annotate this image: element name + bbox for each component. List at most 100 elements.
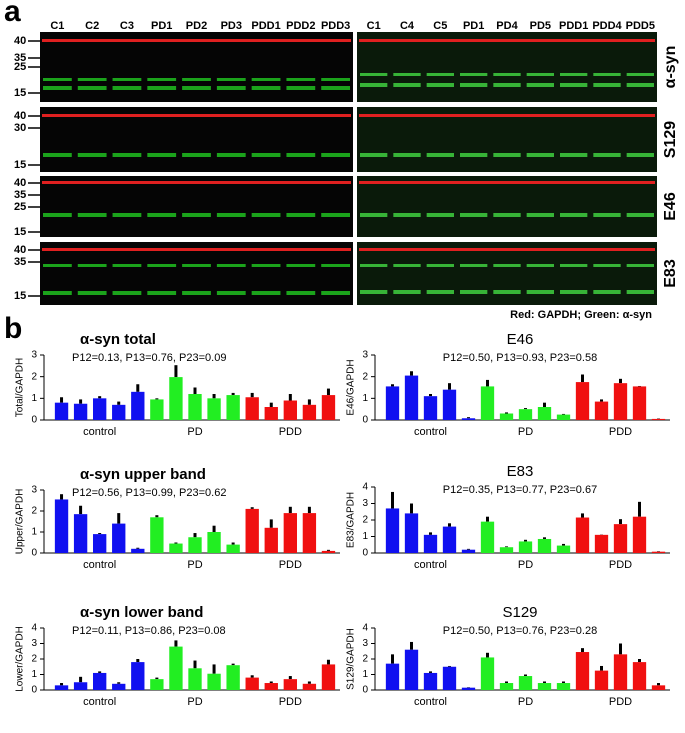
syn-band xyxy=(526,290,554,294)
syn-band xyxy=(626,83,654,87)
y-axis-label: E46/GAPDH xyxy=(346,359,357,415)
syn-band xyxy=(526,213,554,217)
bar xyxy=(283,400,298,420)
error-bar xyxy=(136,659,140,663)
lane-label: C1 xyxy=(50,20,64,32)
syn-band xyxy=(77,213,107,217)
group-label: control xyxy=(83,559,116,571)
p-values: P12=0.50, P13=0.93, P23=0.58 xyxy=(443,352,597,364)
bar xyxy=(112,683,126,690)
blot-caption: Red: GAPDH; Green: α-syn xyxy=(510,309,652,321)
syn-band xyxy=(77,291,107,295)
antibody-label: E46 xyxy=(662,192,679,221)
lane-label: PD5 xyxy=(530,20,551,32)
bar xyxy=(404,649,419,690)
bar xyxy=(613,524,628,553)
syn-band xyxy=(112,213,142,217)
mw-marker: 25 xyxy=(14,201,26,213)
lane-label: PDD1 xyxy=(559,20,588,32)
y-tick-label: 3 xyxy=(31,638,37,649)
mw-marker: 35 xyxy=(14,52,26,64)
lane-label: PDD3 xyxy=(321,20,350,32)
bar xyxy=(613,654,628,690)
syn-band xyxy=(147,86,177,90)
syn-band xyxy=(526,83,554,87)
blot-image xyxy=(40,32,353,102)
gapdh-band xyxy=(42,39,351,42)
bar xyxy=(461,418,476,420)
bar xyxy=(442,389,457,420)
error-bar xyxy=(638,501,641,517)
y-tick-label: 3 xyxy=(362,498,368,509)
bar xyxy=(283,679,298,690)
bar xyxy=(112,523,126,553)
bar xyxy=(518,409,533,420)
group-label: PDD xyxy=(279,559,302,571)
error-bar xyxy=(600,399,603,402)
error-bar xyxy=(174,542,178,544)
lane-label: PD1 xyxy=(151,20,172,32)
lane-label: PDD1 xyxy=(251,20,280,32)
panel-label: a xyxy=(4,0,21,28)
error-bar xyxy=(155,398,159,400)
error-bar xyxy=(562,681,565,684)
bar xyxy=(264,407,278,420)
syn-band xyxy=(216,153,246,157)
error-bar xyxy=(505,681,508,684)
y-tick-label: 2 xyxy=(31,654,37,665)
syn-band xyxy=(112,153,142,157)
bar xyxy=(264,683,278,690)
syn-band xyxy=(43,264,72,267)
syn-band xyxy=(112,78,142,81)
syn-band xyxy=(77,86,107,90)
error-bar xyxy=(524,408,527,410)
error-bar xyxy=(581,374,584,383)
bar xyxy=(423,534,438,553)
blot-image xyxy=(357,242,657,305)
chart-title: α-syn upper band xyxy=(80,466,206,483)
error-bar xyxy=(486,379,489,387)
bar xyxy=(245,677,259,690)
syn-band xyxy=(43,213,72,217)
bar xyxy=(54,499,69,553)
mw-marker: 40 xyxy=(14,35,26,47)
error-bar xyxy=(231,392,235,396)
syn-band xyxy=(360,83,388,87)
bar xyxy=(54,402,69,420)
blot-image xyxy=(40,176,353,237)
syn-band xyxy=(460,290,488,294)
bar xyxy=(188,537,202,553)
error-bar xyxy=(505,546,508,548)
syn-band xyxy=(460,83,488,87)
syn-band xyxy=(593,83,621,87)
syn-band xyxy=(560,153,588,157)
blot-image xyxy=(357,32,657,102)
error-bar xyxy=(410,503,413,514)
error-bar xyxy=(269,681,273,684)
bar xyxy=(321,550,336,553)
error-bar xyxy=(231,542,235,545)
error-bar xyxy=(448,523,451,527)
mw-marker: 30 xyxy=(14,122,26,134)
group-label: control xyxy=(414,559,447,571)
bar xyxy=(226,544,240,553)
syn-band xyxy=(43,291,72,295)
bar xyxy=(54,685,69,690)
syn-band xyxy=(360,73,388,76)
lane-label: PD1 xyxy=(463,20,484,32)
error-bar xyxy=(60,397,64,403)
y-tick-label: 0 xyxy=(362,548,368,559)
y-tick-label: 3 xyxy=(31,350,37,361)
error-bar xyxy=(486,652,489,658)
y-axis-label: Upper/GAPDH xyxy=(15,489,26,555)
error-bar xyxy=(212,664,216,674)
syn-band xyxy=(393,153,421,157)
mw-marker: 15 xyxy=(14,159,26,171)
error-bar xyxy=(448,383,451,390)
syn-band xyxy=(626,264,654,267)
y-tick-label: 1 xyxy=(31,393,37,404)
bar xyxy=(150,399,164,420)
gapdh-band xyxy=(42,248,351,251)
bar xyxy=(92,398,107,420)
p-values: P12=0.50, P13=0.76, P23=0.28 xyxy=(443,625,597,637)
